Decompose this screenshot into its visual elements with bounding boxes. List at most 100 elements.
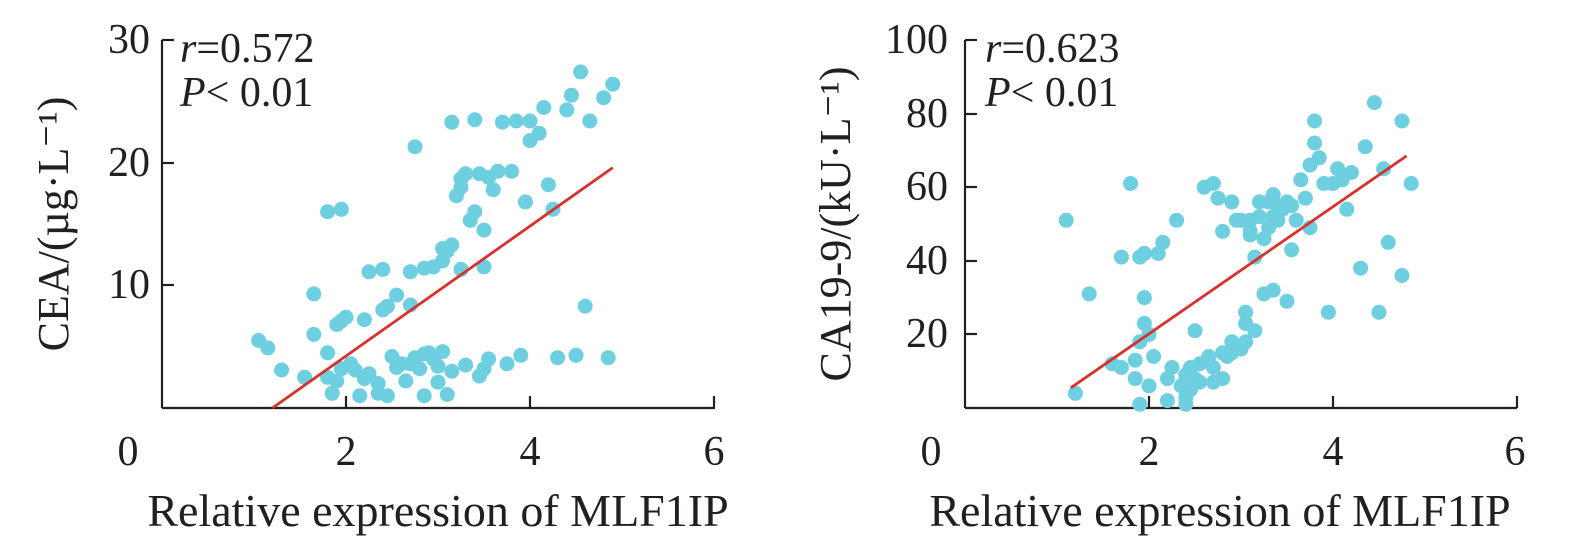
ca199-data-point (1279, 293, 1295, 309)
ca199-data-point (1113, 360, 1129, 375)
ca199-data-point (1058, 212, 1074, 228)
cea-y-tick-label: 30 (108, 17, 150, 63)
ca199-data-point (1238, 334, 1254, 350)
cea-data-points (251, 64, 621, 404)
cea-data-point (485, 182, 501, 198)
cea-data-point (379, 388, 395, 404)
ca199-data-point (1320, 304, 1336, 320)
cea-data-point (596, 90, 612, 106)
ca199-data-point (1339, 201, 1355, 217)
ca199-data-point (1215, 223, 1231, 239)
cea-y-axis-label: CEA/(µg·L⁻¹) (29, 97, 78, 352)
ca199-data-point (1238, 304, 1254, 320)
cea-data-point (600, 350, 616, 366)
ca199-y-tick-label: 40 (906, 238, 948, 284)
cea-fit-line (271, 166, 614, 410)
ca199-data-point (1307, 135, 1323, 151)
cea-data-point (338, 309, 354, 325)
cea-data-point (476, 259, 492, 275)
ca199-data-point (1067, 385, 1083, 401)
cea-data-point (499, 356, 515, 372)
cea-y-tick-label: 20 (108, 140, 150, 186)
ca199-data-point (1288, 212, 1304, 228)
cea-data-point (582, 113, 598, 129)
ca199-x-tick-label: 6 (1505, 429, 1526, 475)
cea-data-point (467, 112, 483, 128)
cea-data-point (324, 385, 340, 401)
cea-data-point (550, 350, 566, 366)
cea-data-point (352, 388, 368, 404)
ca199-data-point (1353, 260, 1369, 276)
cea-data-point (430, 358, 446, 374)
ca199-data-point (1247, 249, 1263, 265)
cea-scatter-panel: 10 20 30 0 2 4 6 Relative expression of … (29, 17, 729, 536)
ca199-data-point (1394, 113, 1410, 129)
ca199-data-point (1357, 139, 1373, 155)
ca199-data-point (1178, 396, 1194, 412)
ca199-data-point (1376, 161, 1392, 177)
ca199-data-point (1127, 371, 1143, 387)
ca199-data-point (1159, 393, 1175, 409)
ca199-x-tick-label: 4 (1323, 429, 1344, 475)
cea-data-point (508, 113, 524, 129)
cea-x-tick-label: 0 (118, 429, 139, 475)
ca199-data-point (1242, 223, 1258, 239)
ca199-correlation-annotation: r=0.623 (985, 26, 1120, 72)
ca199-data-point (1132, 396, 1148, 412)
cea-data-point (416, 388, 432, 404)
ca199-data-point (1265, 282, 1281, 298)
cea-data-point (577, 298, 593, 314)
ca199-data-point (1155, 234, 1171, 250)
cea-data-point (361, 264, 377, 280)
cea-data-point (467, 204, 483, 220)
cea-p-value-annotation: P< 0.01 (179, 70, 313, 116)
ca199-data-point (1205, 176, 1221, 191)
cea-data-point (513, 347, 529, 363)
cea-data-point (333, 201, 349, 217)
ca199-data-point (1081, 286, 1097, 302)
ca199-data-point (1311, 150, 1327, 166)
ca199-y-axis-label: CA19-9/(kU·L⁻¹) (811, 66, 860, 381)
cea-data-point (379, 298, 395, 314)
ca199-data-point (1205, 360, 1221, 375)
cea-data-point (444, 114, 460, 130)
ca199-x-tick-label: 0 (921, 429, 942, 475)
cea-data-point (407, 139, 423, 155)
cea-data-point (540, 177, 556, 193)
ca199-x-axis-label: Relative expression of MLF1IP (929, 485, 1510, 536)
ca199-data-point (1343, 165, 1359, 180)
cea-data-point (563, 87, 579, 103)
cea-data-point (375, 261, 391, 277)
cea-data-point (435, 344, 451, 360)
ca199-y-tick-label: 60 (906, 164, 948, 210)
ca199-data-point (1136, 245, 1152, 261)
cea-data-point (494, 114, 510, 130)
ca199-data-point (1187, 323, 1203, 339)
cea-x-axis-label: Relative expression of MLF1IP (147, 485, 728, 536)
ca199-data-point (1210, 190, 1226, 206)
cea-data-point (568, 347, 584, 363)
cea-x-tick-label: 6 (704, 429, 725, 475)
ca199-y-tick-label: 20 (906, 311, 948, 357)
ca199-scatter-panel: 20 40 60 80 100 0 2 4 6 Relative express… (811, 17, 1526, 536)
ca199-data-point (1297, 190, 1313, 206)
cea-data-point (458, 166, 474, 182)
cea-data-point (329, 373, 345, 389)
cea-data-point (306, 286, 322, 302)
cea-data-point (412, 361, 428, 377)
ca199-y-tick-label: 100 (885, 17, 948, 63)
ca199-data-point (1136, 290, 1152, 306)
ca199-data-point (1251, 209, 1267, 225)
cea-data-point (274, 362, 290, 378)
ca199-data-point (1307, 113, 1323, 129)
cea-data-point (605, 76, 621, 92)
ca199-data-point (1127, 352, 1143, 368)
cea-data-point (531, 125, 547, 141)
ca199-data-point (1293, 172, 1309, 188)
cea-data-point (573, 64, 589, 80)
cea-y-tick-label: 10 (108, 262, 150, 308)
ca199-data-point (1169, 212, 1185, 228)
ca199-fit-line (1070, 154, 1408, 389)
ca199-data-point (1113, 249, 1129, 265)
cea-data-point (522, 113, 538, 129)
